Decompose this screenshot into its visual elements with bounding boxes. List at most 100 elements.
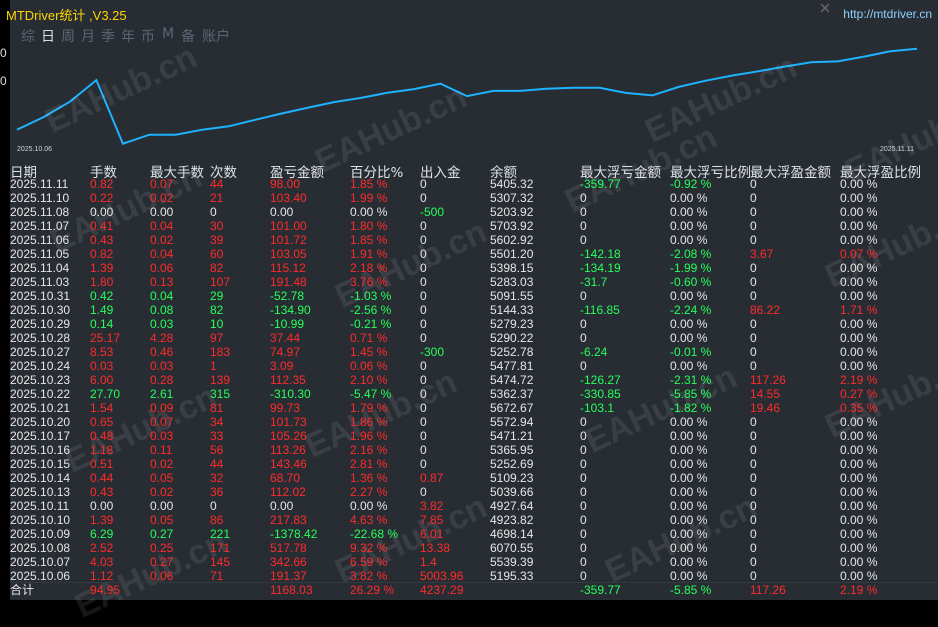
table-cell: 0.02	[150, 233, 174, 247]
table-cell: 5474.72	[490, 373, 534, 387]
tab-0[interactable]: 综	[21, 29, 35, 45]
table-cell: -5.85 %	[670, 387, 712, 401]
table-cell: 2025.11.10	[10, 191, 70, 205]
table-cell: 3.09	[270, 359, 294, 373]
table-cell: 0.00 %	[670, 191, 708, 205]
table-cell: 103.05	[270, 247, 307, 261]
close-icon[interactable]	[818, 2, 832, 14]
table-cell: 0	[750, 191, 757, 205]
table-cell: 0.00 %	[350, 205, 388, 219]
table-cell: 107	[210, 275, 231, 289]
table-cell: 2.27 %	[350, 485, 388, 499]
table-cell: 2025.10.14	[10, 471, 71, 485]
table-cell: 0.00	[90, 499, 114, 513]
table-cell: -116.85	[580, 303, 620, 317]
tab-1[interactable]: 日	[41, 29, 55, 45]
table-cell: 171	[210, 541, 231, 555]
table-cell: 0.00 %	[840, 359, 878, 373]
table-cell: 2.18 %	[350, 261, 388, 275]
table-cell: 0	[580, 541, 587, 555]
table-cell: 0	[750, 527, 757, 541]
table-cell: 0.02	[150, 485, 174, 499]
table-cell: 0	[420, 191, 427, 205]
table-cell: 2.52	[90, 541, 114, 555]
table-cell: 3.82 %	[350, 569, 388, 583]
table-cell: -52.78	[270, 289, 305, 303]
column-header: 最大手数	[150, 165, 204, 181]
tab-5[interactable]: 年	[121, 29, 135, 45]
table-cell: 0.82	[90, 177, 114, 191]
table-cell: 0.14	[90, 317, 114, 331]
table-cell: 0.27 %	[840, 387, 878, 401]
totals-cell: -5.85 %	[670, 583, 712, 597]
table-cell: 1.54	[90, 401, 114, 415]
chart-start-date: 2025.10.06	[17, 146, 53, 153]
table-cell: 0.00 %	[350, 499, 388, 513]
table-cell: 0	[750, 471, 757, 485]
table-cell: 6.01	[420, 527, 444, 541]
table-cell: 0.00 %	[840, 177, 878, 191]
tab-9[interactable]: 账户	[202, 29, 230, 45]
table-cell: 33	[210, 429, 224, 443]
table-cell: 68.70	[270, 471, 301, 485]
table-cell: 1.91 %	[350, 247, 388, 261]
table-cell: -1.82 %	[670, 401, 712, 415]
table-cell: 0	[580, 527, 587, 541]
table-cell: 0	[210, 499, 217, 513]
table-cell: -142.18	[580, 247, 621, 261]
table-cell: -330.85	[580, 387, 621, 401]
tab-2[interactable]: 周	[61, 29, 75, 45]
table-cell: 5283.03	[490, 275, 534, 289]
column-header: 最大浮亏金额	[580, 165, 661, 181]
tab-3[interactable]: 月	[81, 29, 95, 45]
table-cell: 0.07	[150, 415, 174, 429]
table-cell: 1.45 %	[350, 345, 388, 359]
table-cell: 0.04	[150, 247, 174, 261]
table-cell: 517.78	[270, 541, 307, 555]
table-cell: 5203.92	[490, 205, 534, 219]
totals-cell: 117.26	[750, 583, 786, 597]
table-cell: 0.02	[150, 191, 174, 205]
table-cell: 2025.10.11	[10, 499, 70, 513]
table-cell: 29	[210, 289, 224, 303]
table-cell: 2025.10.06	[10, 569, 71, 583]
table-cell: 0	[420, 331, 427, 345]
table-cell: 0	[420, 219, 427, 233]
table-cell: 5398.15	[490, 261, 534, 275]
table-cell: 1.80	[90, 275, 114, 289]
table-cell: 2025.10.08	[10, 541, 71, 555]
tab-7[interactable]: M	[161, 26, 175, 42]
table-cell: 0	[420, 429, 427, 443]
table-cell: 0	[750, 359, 757, 373]
table-cell: 0.00 %	[840, 527, 878, 541]
table-cell: 5307.32	[490, 191, 534, 205]
table-cell: 0.00	[150, 499, 174, 513]
table-cell: 0.00 %	[670, 205, 708, 219]
table-cell: -2.08 %	[670, 247, 712, 261]
table-cell: 0.03	[150, 429, 174, 443]
table-cell: 0	[420, 177, 427, 191]
table-cell: 0	[580, 443, 587, 457]
table-cell: 7.85	[420, 513, 444, 527]
table-cell: 0.00 %	[840, 331, 878, 345]
table-cell: 191.37	[270, 569, 307, 583]
table-cell: 0	[420, 247, 427, 261]
table-cell: 5365.95	[490, 443, 534, 457]
table-cell: 0	[420, 233, 427, 247]
table-cell: 183	[210, 345, 231, 359]
table-cell: 0.00	[150, 205, 174, 219]
table-cell: 0.00 %	[840, 485, 878, 499]
table-cell: 6.00	[90, 373, 114, 387]
table-cell: 0.05	[150, 513, 174, 527]
tab-6[interactable]: 币	[141, 29, 155, 45]
tab-4[interactable]: 季	[101, 29, 115, 45]
table-cell: 0	[580, 205, 587, 219]
table-cell: 97	[210, 331, 224, 345]
table-cell: 0.43	[90, 485, 114, 499]
table-cell: 0.00 %	[840, 555, 878, 569]
table-cell: 0.00 %	[670, 429, 708, 443]
website-link[interactable]: http://mtdriver.cn	[843, 7, 932, 21]
tab-8[interactable]: 备	[181, 29, 195, 45]
table-cell: 0	[580, 317, 587, 331]
